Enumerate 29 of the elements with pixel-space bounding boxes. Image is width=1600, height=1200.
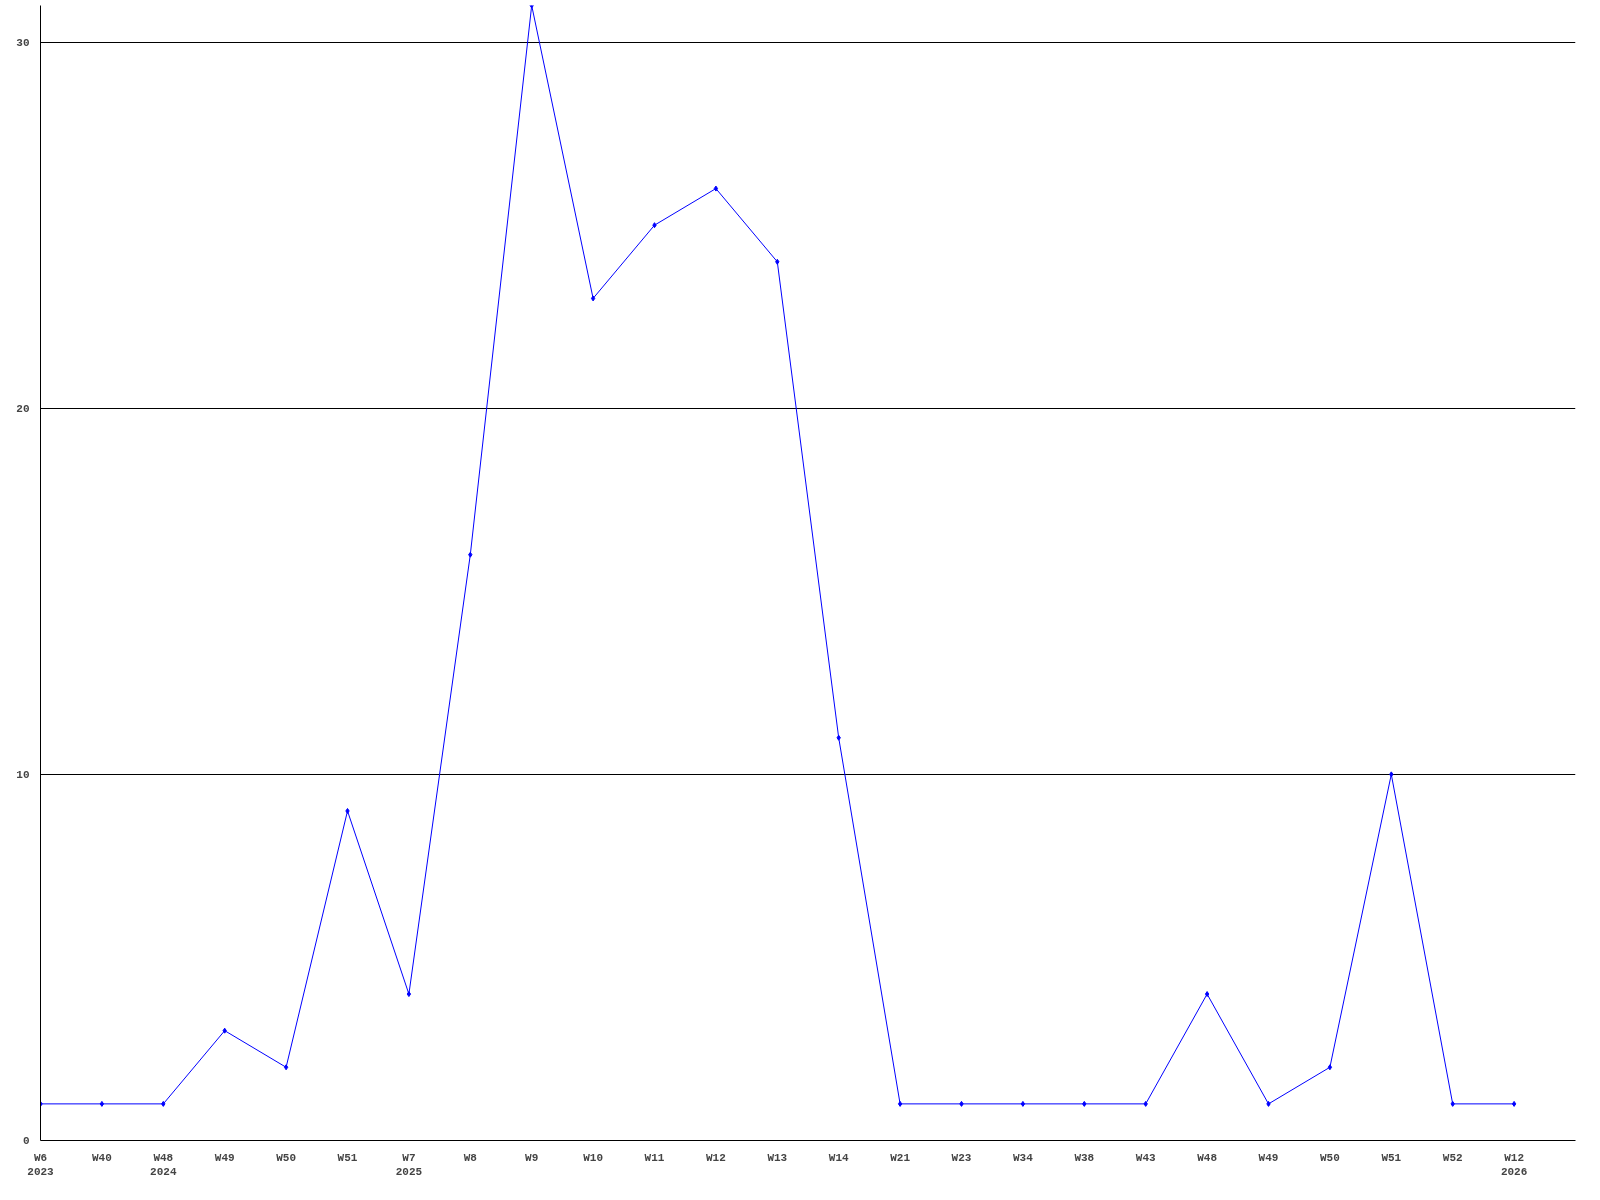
x-tick-label: W49 <box>1258 1151 1279 1164</box>
x-tick-label: W10 <box>583 1151 604 1164</box>
x-tick-label: W12 2026 <box>1500 1151 1528 1178</box>
x-tick-label: W43 <box>1135 1151 1156 1164</box>
x-tick-label: W11 <box>644 1151 665 1164</box>
x-tick-label: W38 <box>1074 1151 1095 1164</box>
x-tick-label: W21 <box>890 1151 911 1164</box>
x-tick-label: W48 2024 <box>150 1151 177 1178</box>
x-tick-label: W50 <box>276 1151 297 1164</box>
y-tick-label: 10 <box>16 768 30 781</box>
x-tick-label: W7 2025 <box>395 1151 423 1178</box>
x-tick-label: W23 <box>951 1151 972 1164</box>
y-tick-label: 20 <box>16 402 30 415</box>
x-tick-label: W12 <box>706 1151 726 1164</box>
x-tick-label: W51 <box>1381 1151 1402 1164</box>
x-tick-label: W48 <box>1197 1151 1218 1164</box>
x-tick-label: W52 <box>1442 1151 1463 1164</box>
x-tick-label: W51 <box>337 1151 358 1164</box>
x-tick-label: W40 <box>92 1151 112 1164</box>
x-tick-label: W14 <box>828 1151 849 1164</box>
x-tick-label: W13 <box>767 1151 788 1164</box>
x-tick-label: W6 2023 <box>27 1151 55 1178</box>
x-tick-label: W34 <box>1013 1151 1034 1164</box>
x-tick-label: W49 <box>214 1151 235 1164</box>
y-tick-label: 30 <box>16 36 30 49</box>
x-tick-label: W9 <box>525 1151 539 1164</box>
x-tick-label: W8 <box>463 1151 478 1164</box>
x-tick-label: W50 <box>1320 1151 1340 1164</box>
y-tick-label: 0 <box>22 1135 30 1147</box>
